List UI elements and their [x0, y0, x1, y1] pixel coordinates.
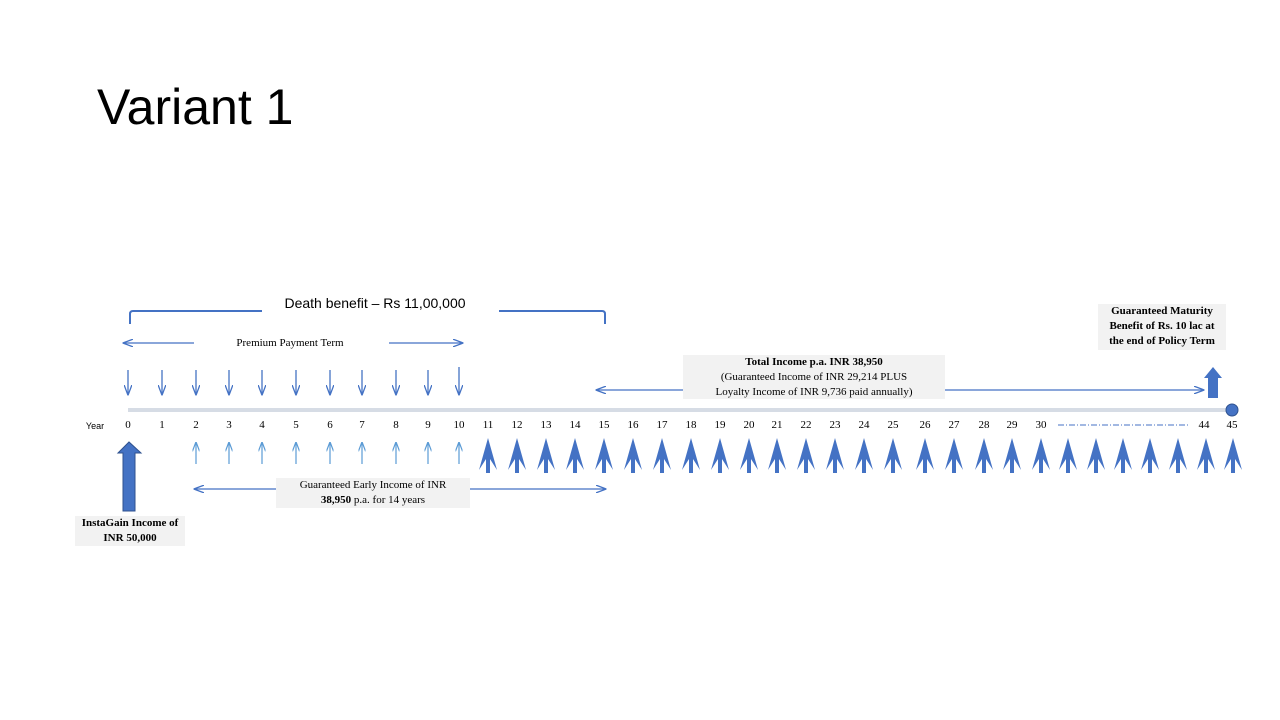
year-label: 25 — [887, 419, 899, 431]
income-up-arrow — [855, 438, 873, 473]
year-label: 12 — [511, 419, 523, 431]
maturity-block-arrow — [1204, 367, 1222, 398]
total-income-detail-1: (Guaranteed Income of INR 29,214 PLUS — [720, 371, 908, 383]
income-up-arrow — [1032, 438, 1050, 473]
income-up-arrow — [1114, 438, 1132, 473]
maturity-benefit-box: Guaranteed Maturity Benefit of Rs. 10 la… — [1098, 304, 1226, 350]
instagain-line-1: InstaGain Income of — [81, 517, 179, 529]
income-up-arrow — [1087, 438, 1105, 473]
instagain-box: InstaGain Income of INR 50,000 — [75, 516, 185, 546]
year-label: 30 — [1035, 419, 1047, 431]
income-up-arrow — [624, 438, 642, 473]
income-up-arrow — [1059, 438, 1077, 473]
income-up-arrow — [1169, 438, 1187, 473]
year-label: 28 — [978, 419, 990, 431]
year-label: 45 — [1226, 419, 1238, 431]
slide-title: Variant 1 — [97, 79, 294, 135]
income-up-arrow — [508, 438, 526, 473]
year-label: 24 — [858, 419, 870, 431]
year-label: 7 — [359, 419, 365, 431]
year-label: 1 — [159, 419, 165, 431]
year-label: 10 — [453, 419, 465, 431]
income-up-arrow — [975, 438, 993, 473]
income-up-arrow — [711, 438, 729, 473]
early-income-line-2: 38,950 p.a. for 14 years — [276, 493, 470, 508]
income-up-arrow — [1197, 438, 1215, 473]
year-label: 17 — [656, 419, 668, 431]
early-income-amount: 38,950 — [320, 494, 352, 506]
income-up-arrow — [653, 438, 671, 473]
early-income-duration: p.a. for 14 years — [351, 494, 426, 506]
income-up-arrow — [1141, 438, 1159, 473]
early-income-box: Guaranteed Early Income of INR 38,950 p.… — [276, 478, 470, 508]
year-label: 4 — [259, 419, 265, 431]
year-label: 29 — [1006, 419, 1018, 431]
year-label: 20 — [743, 419, 755, 431]
income-up-arrow — [1224, 438, 1242, 473]
premium-term-label: Premium Payment Term — [236, 337, 344, 349]
income-up-arrow — [797, 438, 815, 473]
year-label: 19 — [714, 419, 726, 431]
year-label: 22 — [800, 419, 812, 431]
income-up-arrow — [682, 438, 700, 473]
income-up-arrow — [595, 438, 613, 473]
income-up-arrow — [768, 438, 786, 473]
income-up-arrow — [826, 438, 844, 473]
year-label: 23 — [829, 419, 841, 431]
early-income-line-1: Guaranteed Early Income of INR — [299, 479, 447, 491]
year-label: 6 — [327, 419, 333, 431]
year-label: 14 — [569, 419, 581, 431]
year-label: 3 — [226, 419, 232, 431]
year-label: 15 — [598, 419, 610, 431]
year-label: 2 — [193, 419, 199, 431]
year-axis-label: Year — [85, 421, 105, 431]
income-up-arrow — [479, 438, 497, 473]
instagain-block-arrow — [116, 441, 143, 512]
death-benefit-bracket-right — [499, 310, 606, 324]
year-label: 13 — [540, 419, 552, 431]
income-up-arrow — [566, 438, 584, 473]
income-up-arrow — [537, 438, 555, 473]
year-label: 0 — [125, 419, 131, 431]
year-label: 21 — [771, 419, 783, 431]
year-label: 8 — [393, 419, 399, 431]
income-up-arrow — [740, 438, 758, 473]
income-up-arrow — [916, 438, 934, 473]
death-benefit-bracket-left — [129, 310, 262, 324]
income-up-arrow — [884, 438, 902, 473]
maturity-line-2: Benefit of Rs. 10 lac at — [1109, 320, 1215, 332]
year-label: 9 — [425, 419, 431, 431]
income-up-arrow — [1003, 438, 1021, 473]
total-income-detail-2: Loyalty Income of INR 9,736 paid annuall… — [715, 386, 913, 398]
year-label: 26 — [919, 419, 931, 431]
income-up-arrow — [945, 438, 963, 473]
year-label: 44 — [1198, 419, 1210, 431]
year-label: 5 — [293, 419, 299, 431]
year-label: 16 — [627, 419, 639, 431]
total-income-box: Total Income p.a. INR 38,950 (Guaranteed… — [683, 355, 945, 399]
total-income-title: Total Income p.a. INR 38,950 — [745, 356, 883, 368]
timeline-end-dot — [1225, 403, 1239, 417]
instagain-line-2: INR 50,000 — [103, 532, 157, 544]
year-label: 27 — [948, 419, 960, 431]
maturity-line-3: the end of Policy Term — [1109, 335, 1215, 347]
year-label: 18 — [685, 419, 697, 431]
maturity-line-1: Guaranteed Maturity — [1111, 305, 1213, 317]
death-benefit-label: Death benefit – Rs 11,00,000 — [284, 295, 466, 311]
year-label: 11 — [482, 419, 494, 431]
